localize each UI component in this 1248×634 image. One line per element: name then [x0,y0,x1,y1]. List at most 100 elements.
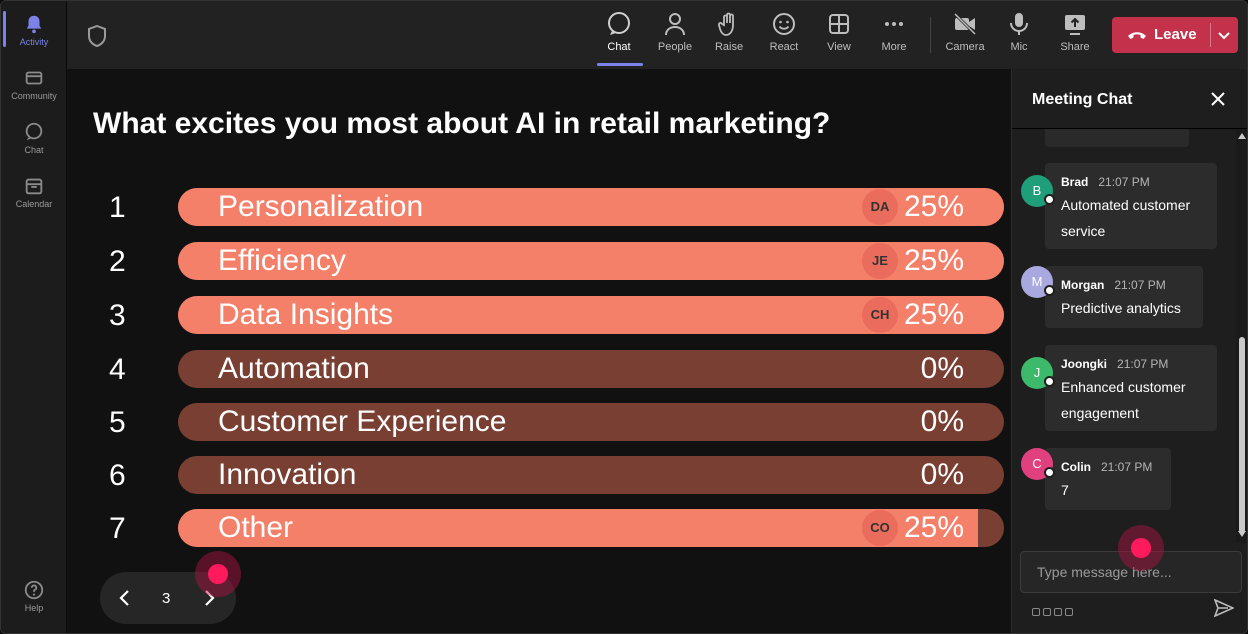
chevron-down-icon[interactable] [1216,28,1232,42]
message-bubble: Joongki 21:07 PM Enhanced customer engageme… [1045,345,1217,431]
option-percent: 25% [903,298,964,331]
sender-name: Colin [1061,460,1091,474]
tool-react[interactable]: React [758,11,810,53]
chevron-right-icon[interactable] [200,588,218,608]
rail-label: Calendar [15,199,53,209]
shield-icon[interactable] [87,25,107,47]
message-text: engagement [1061,405,1139,421]
chat-icon [25,122,43,141]
presence-indicator [1044,376,1055,387]
chevron-left-icon[interactable] [116,588,134,608]
message-time: 21:07 PM [1114,278,1166,292]
previous-message-bubble [1045,129,1189,147]
chat-header-divider [1012,128,1247,129]
option-number: 1 [109,191,126,224]
option-number: 2 [109,245,126,278]
page-number: 3 [162,590,171,607]
option-number: 6 [109,459,126,492]
option-label: Data Insights [218,298,394,331]
option-label: Customer Experience [218,405,507,438]
tool-mic[interactable]: Mic [993,11,1045,53]
tool-view[interactable]: View [813,11,865,53]
camera-off-icon [953,12,977,36]
option-bar: Data Insights CH 25% [178,296,1004,334]
leave-button[interactable]: Leave [1112,17,1238,53]
option-label: Personalization [218,190,424,223]
close-icon[interactable] [1210,91,1226,107]
tool-label: People [657,41,693,53]
raise-hand-icon [718,12,734,36]
tool-people[interactable]: People [649,11,701,53]
active-tool-indicator [597,63,643,66]
help-icon [24,580,44,600]
emoji-icon[interactable] [1054,608,1062,616]
message-time: 21:07 PM [1117,357,1169,371]
chat-icon [608,12,630,35]
touch-indicator-dot [1131,538,1151,558]
view-icon [829,14,849,34]
message-bubble: Morgan 21:07 PM Predictive analytics [1045,266,1203,328]
rail-label: Help [24,603,44,613]
option-bar: Personalization DA 25% [178,188,1004,226]
tool-chat[interactable]: Chat [593,11,645,53]
rail-item-calendar[interactable]: Calendar [1,175,67,209]
format-toolbar [1032,603,1076,616]
voter-avatar: CH [862,297,898,333]
voter-avatar: JE [862,243,898,279]
rail-item-chat[interactable]: Chat [1,121,67,155]
tool-share[interactable]: Share [1049,11,1101,53]
option-bar: Automation 0% [178,350,1004,388]
option-percent: 25% [903,244,964,277]
touch-indicator [1118,525,1164,571]
option-label: Efficiency [218,244,346,277]
attach-icon[interactable] [1043,608,1051,616]
scroll-thumb[interactable] [1239,337,1245,533]
message-time: 21:07 PM [1101,460,1153,474]
left-rail: Activity Community Chat Calendar Help [1,1,67,633]
tool-label: View [827,41,851,53]
send-icon[interactable] [1214,599,1234,617]
rail-item-help[interactable]: Help [1,579,67,613]
option-number: 3 [109,299,126,332]
presence-indicator [1044,285,1055,296]
tool-label: Chat [607,41,631,53]
tool-label: React [769,41,799,53]
tool-camera[interactable]: Camera [939,11,991,53]
option-percent: 0% [920,405,964,438]
hang-up-icon [1128,32,1146,39]
rail-label: Activity [19,37,49,47]
option-percent: 25% [903,511,964,544]
voter-avatar: DA [862,189,898,225]
poll-option-row: 4 Automation 0% [67,350,1011,388]
rail-item-activity[interactable]: Activity [1,13,67,47]
chat-scrollbar[interactable] [1236,129,1247,543]
option-label: Other [218,511,294,544]
message-input[interactable]: Type message here... [1020,551,1242,593]
sender-name: Brad [1061,175,1089,189]
format-icon[interactable] [1032,608,1040,616]
message-bubble: Brad 21:07 PM Automated customer service [1045,163,1217,249]
tool-more[interactable]: More [868,11,920,53]
message-text: service [1061,223,1106,239]
share-icon [1065,15,1085,35]
option-number: 7 [109,512,126,545]
poll-option-row: 6 Innovation 0% [67,456,1011,494]
message-text: 7 [1061,482,1069,498]
gif-icon[interactable] [1065,608,1073,616]
option-percent: 0% [920,352,964,385]
tool-label: Raise [714,41,744,53]
rail-item-community[interactable]: Community [1,67,67,101]
message-text: Enhanced customer [1061,379,1186,395]
message-text: Predictive analytics [1061,300,1181,316]
chat-messages[interactable]: Brad 21:07 PM Automated customer service B Mo… [1012,129,1236,543]
community-icon [25,71,43,85]
poll-option-row: 5 Customer Experience 0% [67,403,1011,441]
poll-option-row: 2 Efficiency JE 25% [67,242,1011,280]
rail-label: Chat [24,145,44,155]
scroll-up-arrow[interactable] [1238,133,1246,139]
tool-raise[interactable]: Raise [703,11,755,53]
scroll-down-arrow[interactable] [1238,531,1246,537]
option-bar: Innovation 0% [178,456,1004,494]
mic-icon [1010,13,1028,35]
